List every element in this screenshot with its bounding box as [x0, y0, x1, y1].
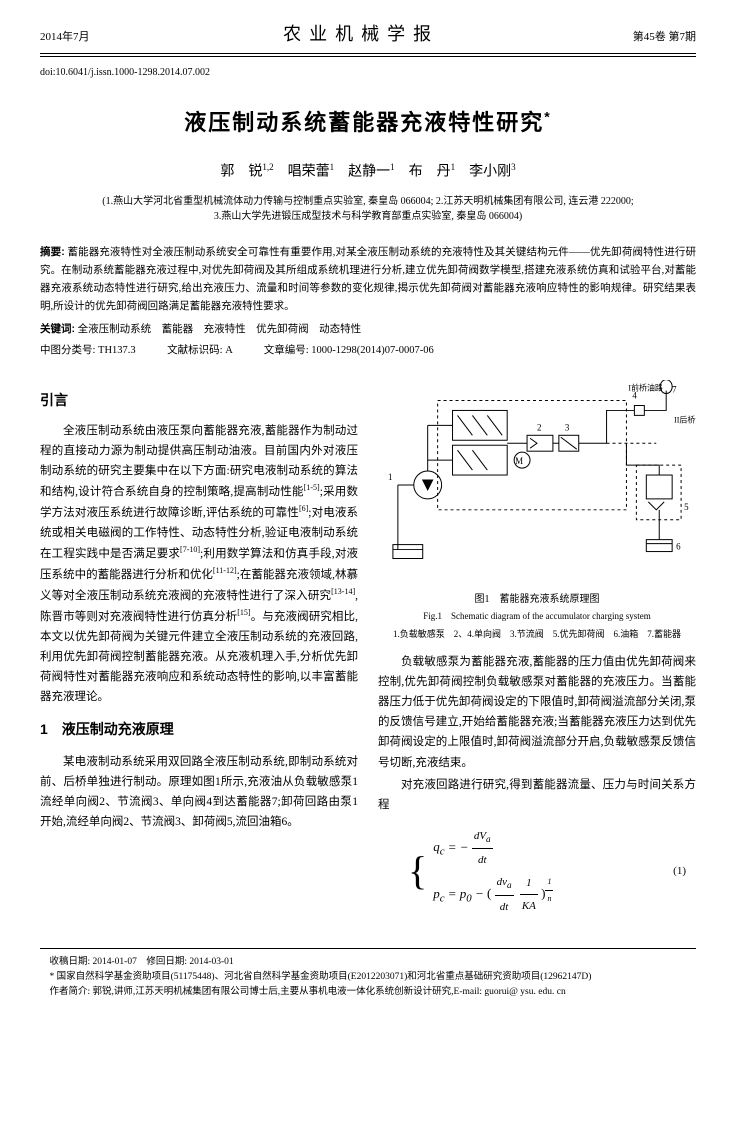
two-column-body: 引言 全液压制动系统由液压泵向蓄能器充液,蓄能器作为制动过程的直接动力源为制动提…: [40, 380, 696, 928]
col2-paragraph-1: 负载敏感泵为蓄能器充液,蓄能器的压力值由优先卸荷阀来控制,优先卸荷阀控制负载敏感…: [378, 652, 696, 773]
affiliation-list: (1.燕山大学河北省重型机械流体动力传输与控制重点实验室, 秦皇岛 066004…: [40, 194, 696, 224]
svg-text:3: 3: [565, 422, 570, 432]
abstract-block: 摘要: 蓄能器充液特性对全液压制动系统安全可靠性有重要作用,对某全液压制动系统的…: [40, 244, 696, 315]
page-header: 2014年7月 农业机械学报 第45卷 第7期: [40, 20, 696, 54]
header-rule: [40, 56, 696, 57]
svg-text:5: 5: [684, 502, 689, 512]
brace-icon: {: [408, 836, 427, 906]
svg-text:1: 1: [388, 472, 392, 482]
title-text: 液压制动系统蓄能器充液特性研究: [184, 110, 544, 135]
abstract-label: 摘要:: [40, 246, 65, 258]
fraction-icon: 1n: [545, 874, 553, 907]
title-footnote-marker: *: [544, 108, 551, 124]
eq-line-2: pc = p0 − ( dvadt 1KA )1n: [433, 871, 553, 918]
journal-name: 农业机械学报: [283, 20, 439, 49]
fraction-icon: dVadt: [472, 825, 493, 872]
keywords-label: 关键词:: [40, 323, 75, 335]
footnote-received: 收稿日期: 2014-01-07 修回日期: 2014-03-01: [40, 955, 696, 970]
intro-paragraph: 全液压制动系统由液压泵向蓄能器充液,蓄能器作为制动过程的直接动力源为制动提供高压…: [40, 421, 358, 708]
intro-heading: 引言: [40, 388, 358, 413]
footnote-funding: * 国家自然科学基金资助项目(51175448)、河北省自然科学基金资助项目(E…: [40, 970, 696, 985]
equation-1-content: { qc = − dVadt pc = p0 − ( dvadt 1KA )1n: [378, 825, 553, 918]
rear-axle-label: II后桥油路: [674, 414, 696, 424]
svg-text:7: 7: [672, 385, 677, 395]
equation-lines: qc = − dVadt pc = p0 − ( dvadt 1KA )1n: [433, 825, 553, 918]
classification-line: 中图分类号: TH137.3 文献标识码: A 文章编号: 1000-1298(…: [40, 343, 696, 360]
figure-1-caption-en: Fig.1 Schematic diagram of the accumulat…: [378, 609, 696, 625]
svg-text:6: 6: [676, 542, 681, 552]
motor-label: M: [515, 456, 523, 466]
article-title: 液压制动系统蓄能器充液特性研究*: [40, 105, 696, 140]
keywords-line: 关键词: 全液压制动系统 蓄能器 充液特性 优先卸荷阀 动态特性: [40, 321, 696, 339]
col2-paragraph-2: 对充液回路进行研究,得到蓄能器流量、压力与时间关系方程: [378, 775, 696, 815]
fraction-icon: dvadt: [495, 871, 514, 918]
section-1-heading: 1 液压制动充液原理: [40, 717, 358, 742]
doi-line: doi:10.6041/j.issn.1000-1298.2014.07.002: [40, 65, 696, 81]
figure-1-legend: 1.负载敏感泵 2、4.单向阀 3.节流阀 5.优先卸荷阀 6.油箱 7.蓄能器: [378, 628, 696, 642]
footnote-author-bio: 作者简介: 郭锐,讲师,江苏天明机械集团有限公司博士后,主要从事机电液一体化系统…: [40, 985, 696, 1000]
author-list: 郭 锐1,2 唱荣蕾1 赵静一1 布 丹1 李小刚3: [40, 160, 696, 184]
keywords-text: 全液压制动系统 蓄能器 充液特性 优先卸荷阀 动态特性: [78, 324, 362, 335]
figure-1: 1 2 3 M 7 4: [378, 380, 696, 642]
eq-line-1: qc = − dVadt: [433, 825, 553, 872]
volume-issue: 第45卷 第7期: [633, 29, 696, 47]
footnote-block: 收稿日期: 2014-01-07 修回日期: 2014-03-01 * 国家自然…: [40, 948, 696, 1001]
abstract-text: 蓄能器充液特性对全液压制动系统安全可靠性有重要作用,对某全液压制动系统的充液特性…: [40, 247, 696, 312]
schematic-diagram-svg: 1 2 3 M 7 4: [378, 380, 696, 580]
equation-1: { qc = − dVadt pc = p0 − ( dvadt 1KA )1n: [378, 825, 696, 918]
section-1-paragraph: 某电液制动系统采用双回路全液压制动系统,即制动系统对前、后桥单独进行制动。原理如…: [40, 752, 358, 833]
left-column: 引言 全液压制动系统由液压泵向蓄能器充液,蓄能器作为制动过程的直接动力源为制动提…: [40, 380, 358, 928]
right-column: 1 2 3 M 7 4: [378, 380, 696, 928]
front-axle-label: I前桥油路: [628, 383, 662, 393]
fraction-icon: 1KA: [520, 872, 538, 917]
header-date: 2014年7月: [40, 29, 90, 47]
equation-number: (1): [673, 862, 696, 881]
svg-text:2: 2: [537, 422, 541, 432]
figure-1-caption-cn: 图1 蓄能器充液系统原理图: [378, 591, 696, 609]
